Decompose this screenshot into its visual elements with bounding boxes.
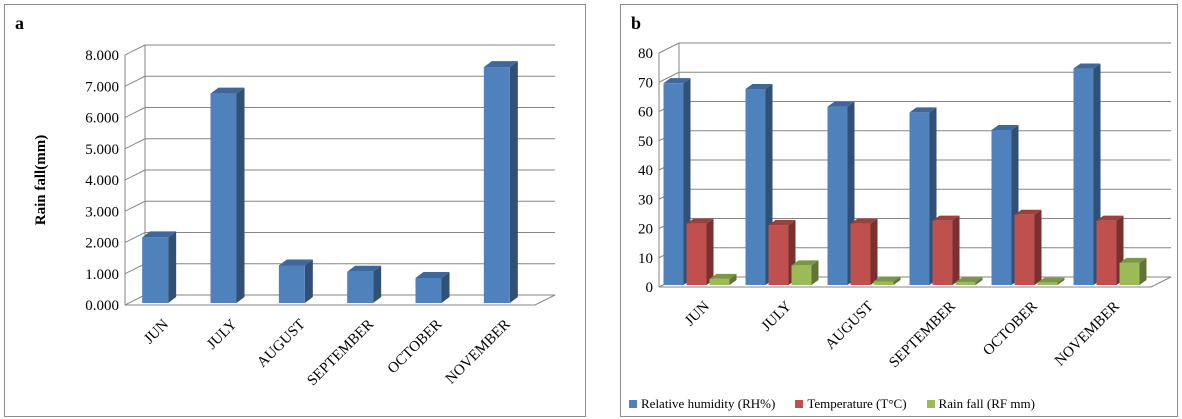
chart-panel-b: b 0 10 20 30 40 50 60 70 80 JUN JULY AUGUST SEPTEMBE… — [620, 4, 1178, 417]
y-tick-label: 8.000 — [85, 48, 119, 64]
bar-november-s2 — [1119, 257, 1147, 285]
bar-jun-s0 — [663, 78, 691, 285]
bar-jun-s1 — [686, 218, 714, 285]
x-tick-label: NOVEMBER — [443, 317, 514, 388]
bar-november-s1 — [1096, 215, 1124, 285]
bar-jun-s2 — [709, 273, 737, 285]
legend-label-temperature: Temperature (T°C) — [807, 396, 907, 411]
bar-october-s1 — [1014, 209, 1042, 285]
bar-november-s0 — [1073, 63, 1101, 285]
bar-september-s1 — [932, 215, 960, 285]
bar-october-s0 — [991, 124, 1019, 285]
legend-item-humidity: Relative humidity (RH%) — [629, 396, 775, 412]
x-tick-label: JULY — [759, 298, 795, 334]
y-tick-label: 4.000 — [85, 173, 119, 189]
y-axis-title: Rain fall(mm) — [33, 135, 49, 225]
y-tick-label: 80 — [638, 46, 653, 62]
x-tick-label: AUGUST — [254, 317, 308, 371]
gridline-connector — [658, 71, 680, 83]
gridline-connector — [124, 138, 146, 150]
x-tick-label: JULY — [204, 316, 240, 352]
y-tick-label: 30 — [638, 192, 653, 208]
gridline-connector — [124, 232, 146, 243]
legend: Relative humidity (RH%) Temperature (T°C… — [629, 396, 1035, 412]
y-tick-label: 70 — [638, 75, 653, 91]
bar-october-s2 — [1037, 277, 1065, 285]
climate-bar-chart: 0 10 20 30 40 50 60 70 80 JUN JULY AUGUST SEPTEMBER O… — [638, 42, 1172, 372]
gridline-connector — [124, 75, 146, 87]
x-tick-label: AUGUST — [822, 299, 876, 353]
bar-july-s0 — [745, 84, 773, 286]
legend-swatch-rainfall — [926, 400, 935, 408]
y-tick-label: 0 — [646, 280, 654, 296]
x-tick-label: SEPTEMBER — [304, 317, 377, 390]
x-tick-label: OCTOBER — [385, 317, 446, 378]
bar-september-s0 — [909, 107, 937, 285]
bar-july-s2 — [791, 260, 819, 285]
gridline-connector — [124, 169, 146, 181]
bar-august-s2 — [873, 276, 901, 285]
panel-label-b: b — [631, 13, 642, 33]
bar-august-s1 — [850, 218, 878, 285]
x-tick-label: JUN — [141, 316, 172, 347]
bar-september-s0 — [347, 265, 382, 303]
y-tick-label: 40 — [638, 163, 653, 179]
bar-september-s2 — [955, 277, 983, 285]
legend-item-rainfall: Rain fall (RF mm) — [926, 396, 1035, 412]
gridline-connector — [124, 263, 146, 275]
y-tick-label: 6.000 — [85, 111, 119, 127]
y-tick-label: 7.000 — [85, 79, 119, 95]
x-tick-label: JUN — [682, 298, 713, 329]
bar-july-s1 — [768, 220, 796, 285]
y-tick-label: 1.000 — [85, 267, 119, 283]
panel-label-a: a — [15, 13, 24, 33]
y-tick-label: 0.000 — [85, 298, 119, 314]
bar-november-s0 — [483, 61, 518, 303]
legend-swatch-humidity — [629, 400, 637, 408]
gridline-connector — [658, 42, 680, 54]
y-tick-label: 20 — [638, 222, 653, 238]
y-tick-label: 5.000 — [85, 142, 119, 158]
y-tick-label: 60 — [638, 105, 653, 121]
gridline-connector — [124, 200, 146, 212]
bar-august-s0 — [278, 259, 313, 303]
gridline-connector — [124, 107, 146, 118]
legend-item-temperature: Temperature (T°C) — [795, 396, 907, 412]
bar-october-s0 — [415, 272, 450, 303]
bar-august-s0 — [827, 101, 855, 285]
bar-july-s0 — [210, 87, 245, 303]
bar-jun-s0 — [142, 231, 177, 303]
x-tick-label: OCTOBER — [980, 299, 1041, 360]
y-tick-label: 50 — [638, 134, 653, 150]
gridline-connector — [124, 44, 146, 56]
y-tick-label: 10 — [638, 251, 653, 267]
x-tick-label: NOVEMBER — [1052, 299, 1123, 370]
chart-panel-a: a 0.000 1.000 2.000 3.000 4.000 5.000 6.000 7.0… — [4, 4, 586, 417]
legend-label-humidity: Relative humidity (RH%) — [641, 396, 776, 411]
legend-label-rainfall: Rain fall (RF mm) — [938, 396, 1035, 411]
legend-swatch-temperature — [795, 400, 804, 408]
y-tick-label: 2.000 — [85, 236, 119, 252]
x-tick-label: SEPTEMBER — [886, 299, 959, 372]
y-tick-label: 3.000 — [85, 204, 119, 220]
rainfall-bar-chart: 0.000 1.000 2.000 3.000 4.000 5.000 6.000 7.000… — [33, 44, 556, 390]
